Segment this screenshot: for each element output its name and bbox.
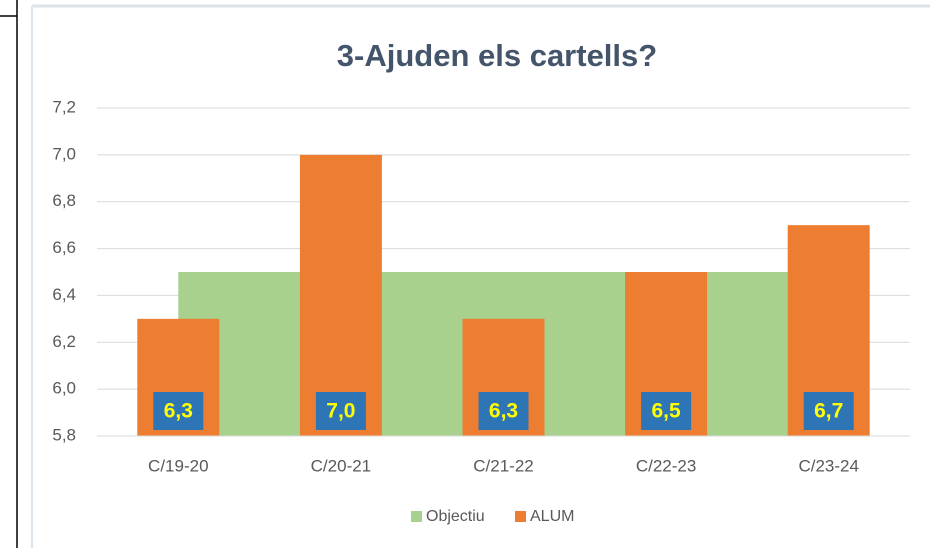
y-tick-label: 6,0 [52,379,76,398]
legend-label: ALUM [530,508,574,525]
x-tick-label: C/22-23 [636,456,696,475]
bar [299,154,382,436]
data-label-box [153,392,204,430]
x-tick-label: C/23-24 [798,456,858,475]
y-tick-label: 6,8 [52,191,76,210]
data-label-box [803,392,854,430]
legend-swatch [411,511,422,522]
y-tick-label: 7,2 [52,97,76,116]
data-label-box [478,392,529,430]
data-label: 6,3 [164,400,193,423]
x-tick-label: C/19-20 [148,456,208,475]
x-tick-label: C/20-21 [311,456,371,475]
data-label: 7,0 [326,400,355,423]
chart-title: 3-Ajuden els cartells? [337,38,657,73]
data-label-box [641,392,692,430]
y-tick-label: 6,4 [52,285,76,304]
legend-label: Objectiu [426,508,485,525]
legend-swatch [515,511,526,522]
data-label: 6,7 [814,400,843,423]
y-tick-label: 5,8 [52,425,76,444]
data-label-box [315,392,366,430]
data-label: 6,3 [489,400,518,423]
y-tick-label: 6,6 [52,238,76,257]
x-tick-label: C/21-22 [473,456,533,475]
y-tick-label: 6,2 [52,332,76,351]
data-label: 6,5 [651,400,681,423]
y-tick-label: 7,0 [52,144,76,163]
